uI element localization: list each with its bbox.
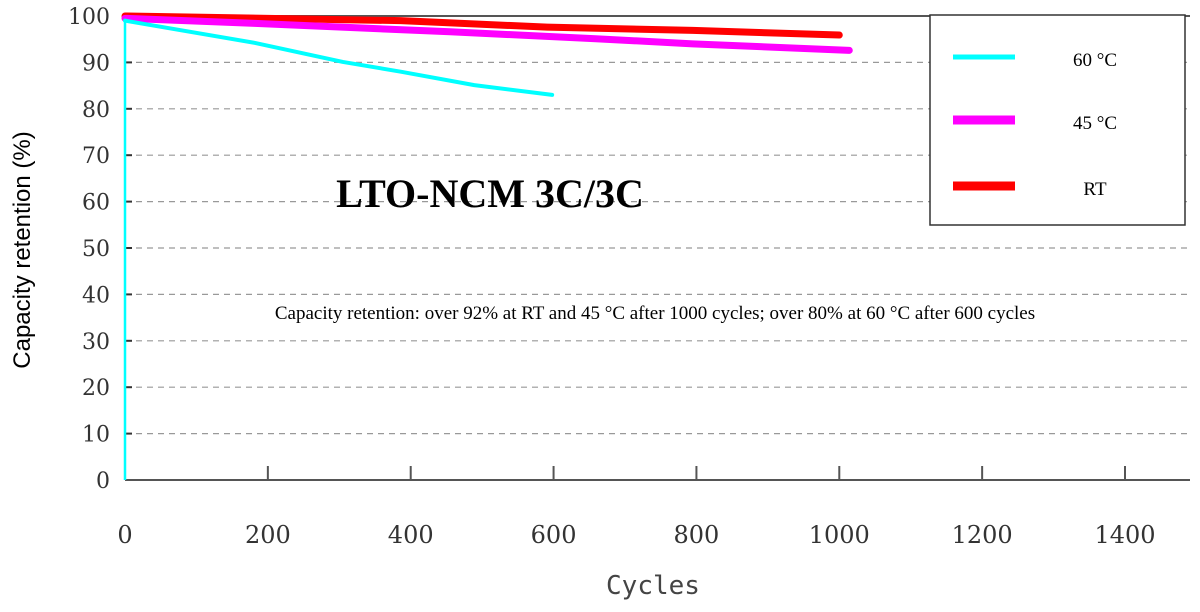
legend-label-1: 45 °C: [1073, 113, 1117, 134]
x-tick-label: 1000: [809, 521, 870, 549]
y-tick-label: 10: [82, 423, 110, 448]
series-line-1: [121, 14, 853, 54]
series-line-0: [123, 18, 555, 97]
y-tick-label: 100: [68, 5, 110, 30]
annotation: Capacity retention: over 92% at RT and 4…: [275, 303, 1035, 324]
x-tick-label: 200: [245, 521, 291, 549]
legend-label-0: 60 °C: [1073, 50, 1117, 71]
legend-label-2: RT: [1083, 179, 1107, 200]
x-tick-label: 1200: [952, 521, 1013, 549]
x-tick-label: 400: [388, 521, 434, 549]
y-tick-label: 0: [96, 469, 110, 494]
x-tick-label: 0: [117, 521, 132, 549]
y-tick-label: 80: [82, 98, 110, 123]
y-tick-label: 40: [82, 283, 110, 308]
x-tick-label: 1400: [1094, 521, 1155, 549]
y-tick-label: 70: [82, 144, 110, 169]
y-tick-label: 90: [82, 51, 110, 76]
y-tick-label: 20: [82, 376, 110, 401]
y-tick-label: 50: [82, 237, 110, 262]
y-axis-label: Capacity retention (%): [9, 131, 36, 368]
x-tick-label: 600: [531, 521, 577, 549]
y-tick-label: 60: [82, 191, 110, 216]
chart-title: LTO-NCM 3C/3C: [336, 171, 644, 216]
x-tick-label: 800: [674, 521, 720, 549]
x-axis-label: Cycles: [606, 571, 700, 601]
y-tick-label: 30: [82, 330, 110, 355]
series-line-2: [121, 12, 843, 39]
